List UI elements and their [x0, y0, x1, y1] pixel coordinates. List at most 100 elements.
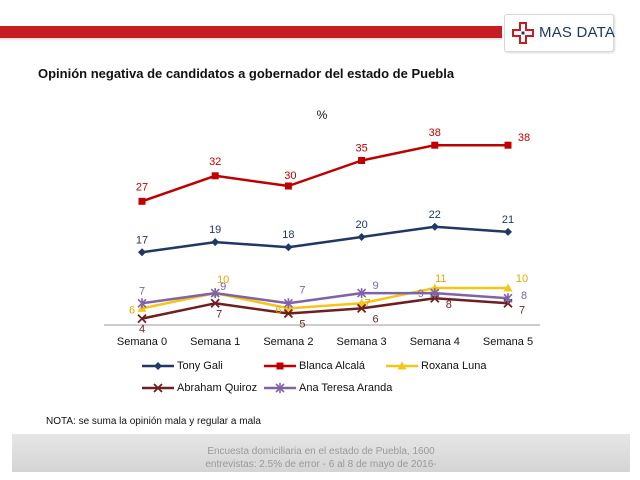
footer-line-1: Encuesta domiciliaria en el estado de Pu…	[207, 446, 435, 457]
data-point-abraham-quiroz-1	[210, 298, 220, 308]
data-label-blanca-alcala-0: 27	[136, 181, 148, 193]
data-label-abraham-quiroz-2: 5	[299, 319, 305, 331]
data-point-tony-gali-3	[357, 233, 366, 241]
x-tick-label-semana-0: Semana 0	[117, 336, 167, 348]
series-tony-gali	[138, 222, 512, 257]
data-label-roxana-luna-4: 11	[435, 273, 446, 285]
header-bar	[0, 26, 502, 38]
data-label-blanca-alcala-2: 30	[284, 170, 296, 182]
data-label-ana-teresa-aranda-4: 9	[418, 288, 424, 300]
data-point-ana-teresa-aranda-5	[503, 293, 513, 304]
data-label-blanca-alcala-5: 38	[518, 132, 530, 144]
data-label-abraham-quiroz-3: 6	[373, 313, 379, 325]
data-label-roxana-luna-1: 10	[217, 274, 229, 286]
data-label-roxana-luna-5: 10	[516, 273, 528, 285]
data-point-tony-gali-5	[504, 227, 512, 236]
footer-band: Encuesta domiciliaria en el estado de Pu…	[12, 434, 630, 472]
data-label-ana-teresa-aranda-1: 9	[220, 281, 226, 293]
data-label-blanca-alcala-3: 35	[355, 143, 367, 155]
series-line-abraham-quiroz	[141, 296, 509, 320]
x-tick-label-semana-5: Semana 5	[483, 336, 533, 348]
data-point-roxana-luna-5	[503, 283, 513, 292]
data-point-abraham-quiroz-2	[283, 308, 294, 319]
data-label-blanca-alcala-1: 32	[209, 156, 221, 168]
data-point-abraham-quiroz-0	[137, 313, 147, 324]
data-label-abraham-quiroz-1: 7	[216, 308, 222, 320]
data-label-abraham-quiroz-5: 7	[519, 304, 525, 316]
legend-item-ana-teresa-aranda: Ana Teresa Aranda	[264, 380, 392, 396]
legend-marker-diamond	[142, 362, 174, 370]
legend-marker-x	[142, 383, 174, 393]
data-label-roxana-luna-2: 6	[275, 304, 281, 316]
legend-item-abraham-quiroz: Abraham Quiroz	[142, 380, 257, 396]
data-point-blanca-alcala-4	[431, 141, 439, 149]
legend-marker-triangle	[386, 361, 418, 370]
series-line-tony-gali	[141, 225, 509, 254]
data-label-tony-gali-0: 17	[136, 234, 148, 246]
legend-label: Abraham Quiroz	[177, 382, 258, 394]
data-label-blanca-alcala-4: 38	[429, 127, 441, 139]
series-line-blanca-alcala	[141, 143, 508, 203]
data-label-tony-gali-4: 22	[429, 209, 441, 221]
legend-item-tony-gali: Tony Gali	[142, 358, 223, 374]
data-label-ana-teresa-aranda-3: 9	[373, 280, 379, 292]
unit-label: %	[317, 108, 328, 122]
chart-title: Opinión negativa de candidatos a goberna…	[38, 66, 455, 81]
x-tick-label-semana-2: Semana 2	[263, 336, 313, 348]
x-tick-label-semana-4: Semana 4	[410, 336, 460, 348]
data-point-abraham-quiroz-3	[356, 303, 367, 314]
mas-data-logo: MAS DATA	[504, 14, 616, 52]
data-label-tony-gali-3: 20	[355, 219, 367, 231]
data-label-tony-gali-1: 19	[209, 224, 221, 236]
series-layer	[137, 141, 513, 324]
legend-item-blanca-alcala: Blanca Alcalá	[264, 358, 365, 374]
data-point-ana-teresa-aranda-4	[430, 288, 440, 299]
data-point-tony-gali-4	[430, 222, 439, 231]
footer-line-2: entrevistas: 2.5% de error - 6 al 8 de m…	[205, 459, 437, 470]
data-point-ana-teresa-aranda-0	[137, 298, 147, 309]
data-label-tony-gali-5: 21	[502, 214, 514, 226]
data-point-blanca-alcala-0	[138, 197, 146, 205]
legend-label: Ana Teresa Aranda	[299, 382, 393, 394]
x-tick-label-semana-3: Semana 3	[337, 336, 387, 348]
data-label-abraham-quiroz-4: 8	[446, 299, 452, 311]
data-point-blanca-alcala-3	[358, 157, 366, 164]
data-point-tony-gali-1	[211, 238, 220, 247]
data-label-ana-teresa-aranda-0: 7	[139, 285, 145, 297]
data-point-tony-gali-2	[284, 243, 293, 252]
data-label-roxana-luna-3: 7	[365, 297, 371, 309]
header-bar-shadow	[0, 38, 502, 41]
data-label-ana-teresa-aranda-5: 8	[521, 290, 527, 302]
series-blanca-alcala	[138, 141, 512, 205]
legend-label: Blanca Alcalá	[299, 360, 366, 372]
legend-label: Roxana Luna	[421, 360, 487, 372]
data-label-ana-teresa-aranda-2: 7	[299, 284, 305, 296]
series-line-ana-teresa-aranda	[141, 291, 509, 305]
medical-cross-icon	[512, 22, 534, 44]
data-label-tony-gali-2: 18	[282, 229, 294, 241]
legend-label: Tony Gali	[177, 360, 223, 372]
data-point-ana-teresa-aranda-3	[357, 288, 367, 299]
data-label-roxana-luna-0: 6	[129, 304, 135, 316]
data-point-ana-teresa-aranda-1	[210, 288, 220, 299]
x-axis-ticks: Semana 0 Semana 1 Semana 2 Semana 3 Semana 4…	[117, 336, 533, 348]
data-point-blanca-alcala-5	[504, 141, 512, 149]
footnote: NOTA: se suma la opinión mala y regular …	[46, 416, 261, 427]
data-point-blanca-alcala-1	[211, 172, 219, 180]
data-label-abraham-quiroz-0: 4	[139, 324, 145, 336]
data-point-blanca-alcala-2	[284, 182, 292, 190]
data-point-roxana-luna-4	[430, 283, 440, 292]
legend-marker-star	[264, 383, 296, 393]
legend-marker-square	[264, 362, 296, 370]
legend-item-roxana-luna: Roxana Luna	[386, 358, 486, 374]
logo-text: MAS DATA	[539, 24, 616, 41]
footer-text: Encuesta domiciliaria en el estado de Pu…	[12, 445, 630, 471]
data-point-ana-teresa-aranda-2	[283, 298, 293, 309]
data-point-roxana-luna-3	[357, 298, 367, 307]
series-ana-teresa-aranda	[137, 288, 513, 309]
data-point-tony-gali-0	[138, 248, 146, 257]
legend: Tony Gali Blanca Alcalá Roxana Luna Abra…	[140, 358, 520, 398]
x-tick-label-semana-1: Semana 1	[190, 336, 240, 348]
